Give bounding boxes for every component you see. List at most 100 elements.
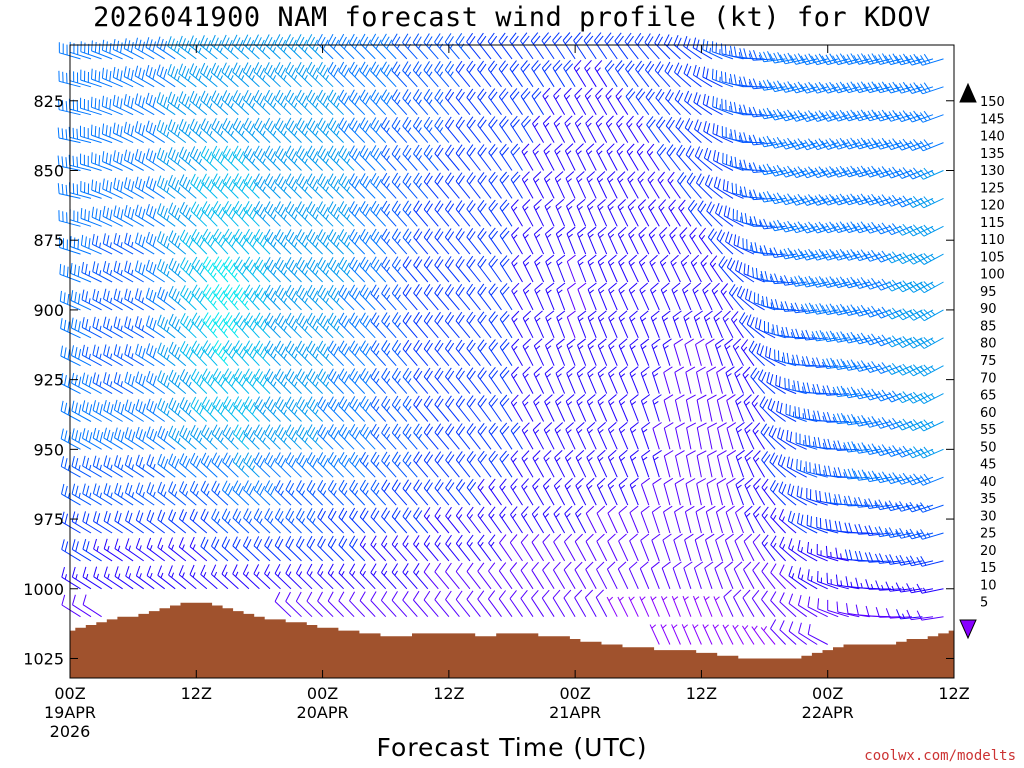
wind-barb bbox=[531, 534, 545, 562]
wind-barb bbox=[444, 33, 460, 60]
wind-barb bbox=[499, 394, 513, 422]
wind-barb bbox=[753, 478, 766, 506]
wind-barb bbox=[660, 282, 671, 311]
wind-barb bbox=[434, 395, 450, 422]
wind-barb bbox=[466, 506, 481, 534]
wind-barb bbox=[595, 115, 608, 143]
ground-surface bbox=[70, 602, 954, 678]
wind-barb bbox=[685, 478, 696, 506]
wind-barb bbox=[254, 201, 271, 227]
wind-barb bbox=[434, 116, 450, 143]
wind-barb bbox=[895, 363, 923, 376]
wind-barb bbox=[916, 110, 944, 123]
x-tick-label: 22APR bbox=[802, 703, 854, 722]
wind-barb bbox=[179, 201, 197, 227]
wind-barb bbox=[61, 566, 81, 590]
wind-barb bbox=[233, 201, 250, 227]
wind-barb bbox=[327, 89, 344, 116]
wind-barb bbox=[145, 287, 165, 311]
wind-barb bbox=[349, 591, 366, 618]
wind-barb bbox=[733, 561, 744, 590]
wind-barb bbox=[168, 369, 187, 394]
colorbar-label: 25 bbox=[980, 527, 997, 542]
wind-barb bbox=[92, 344, 113, 367]
wind-barb bbox=[296, 424, 313, 450]
wind-barb bbox=[338, 479, 355, 506]
wind-barb bbox=[555, 366, 566, 394]
wind-barb bbox=[566, 338, 576, 366]
wind-barb bbox=[522, 254, 534, 283]
wind-barb bbox=[359, 312, 376, 339]
wind-barb bbox=[113, 205, 134, 227]
wind-barb bbox=[466, 144, 481, 171]
wind-barb bbox=[178, 537, 197, 562]
wind-barb bbox=[168, 565, 187, 590]
wind-barb bbox=[556, 254, 566, 283]
wind-barb bbox=[638, 254, 650, 283]
wind-barb bbox=[596, 477, 608, 506]
wind-barb bbox=[391, 228, 408, 255]
colorbar-label: 150 bbox=[980, 95, 1005, 110]
wind-barb bbox=[733, 234, 755, 255]
wind-barb bbox=[477, 283, 492, 311]
wind-barb bbox=[488, 478, 502, 506]
wind-barb bbox=[179, 174, 197, 199]
wind-barb bbox=[674, 366, 685, 394]
wind-barb bbox=[82, 538, 102, 562]
wind-barb bbox=[696, 478, 707, 506]
wind-barb bbox=[82, 594, 102, 618]
wind-barb bbox=[683, 561, 693, 589]
wind-barb bbox=[189, 564, 208, 590]
wind-barb bbox=[743, 533, 755, 562]
wind-barb bbox=[466, 200, 481, 227]
wind-barb bbox=[555, 226, 566, 255]
wind-barb bbox=[844, 522, 870, 534]
wind-barb bbox=[71, 539, 92, 562]
wind-barb bbox=[349, 563, 366, 590]
colorbar-label: 55 bbox=[980, 423, 997, 438]
wind-barb bbox=[92, 261, 113, 283]
wind-barb bbox=[629, 422, 639, 450]
wind-barb bbox=[434, 61, 450, 88]
wind-barb bbox=[338, 145, 355, 171]
wind-barb bbox=[264, 424, 281, 450]
wind-barb bbox=[509, 88, 523, 115]
wind-barb bbox=[761, 534, 776, 562]
wind-barb bbox=[755, 317, 776, 339]
wind-barb bbox=[583, 32, 597, 60]
wind-barb bbox=[264, 480, 281, 506]
wind-barb bbox=[788, 621, 808, 645]
wind-barb bbox=[222, 396, 239, 422]
wind-barb bbox=[511, 310, 523, 339]
wind-barb bbox=[434, 507, 450, 534]
wind-barb bbox=[434, 88, 450, 116]
wind-barb bbox=[423, 144, 439, 171]
wind-barb bbox=[575, 505, 587, 534]
wind-barb bbox=[651, 366, 662, 394]
wind-barb bbox=[306, 284, 323, 311]
wind-barb bbox=[201, 228, 218, 255]
wind-barb bbox=[370, 591, 387, 618]
wind-barb bbox=[863, 443, 892, 455]
wind-barb bbox=[381, 535, 397, 562]
wind-barb bbox=[639, 596, 650, 617]
wind-barb bbox=[617, 171, 629, 199]
wind-barb bbox=[874, 166, 902, 178]
wind-barb bbox=[253, 452, 271, 478]
wind-barb bbox=[157, 398, 176, 422]
wind-barb bbox=[391, 507, 408, 534]
wind-barb bbox=[584, 87, 597, 115]
wind-barb bbox=[285, 117, 302, 143]
credit-link[interactable]: coolwx.com/modelts bbox=[864, 748, 1016, 764]
wind-barb bbox=[434, 367, 450, 394]
wind-barb bbox=[778, 481, 797, 506]
wind-barb bbox=[444, 172, 460, 199]
wind-barb bbox=[585, 561, 597, 590]
wind-barb bbox=[556, 310, 566, 338]
wind-barb bbox=[413, 451, 429, 478]
wind-barb bbox=[533, 338, 545, 366]
wind-barb bbox=[693, 595, 702, 617]
wind-barb bbox=[477, 422, 492, 450]
wind-barb bbox=[522, 366, 534, 394]
wind-barb bbox=[102, 151, 123, 171]
